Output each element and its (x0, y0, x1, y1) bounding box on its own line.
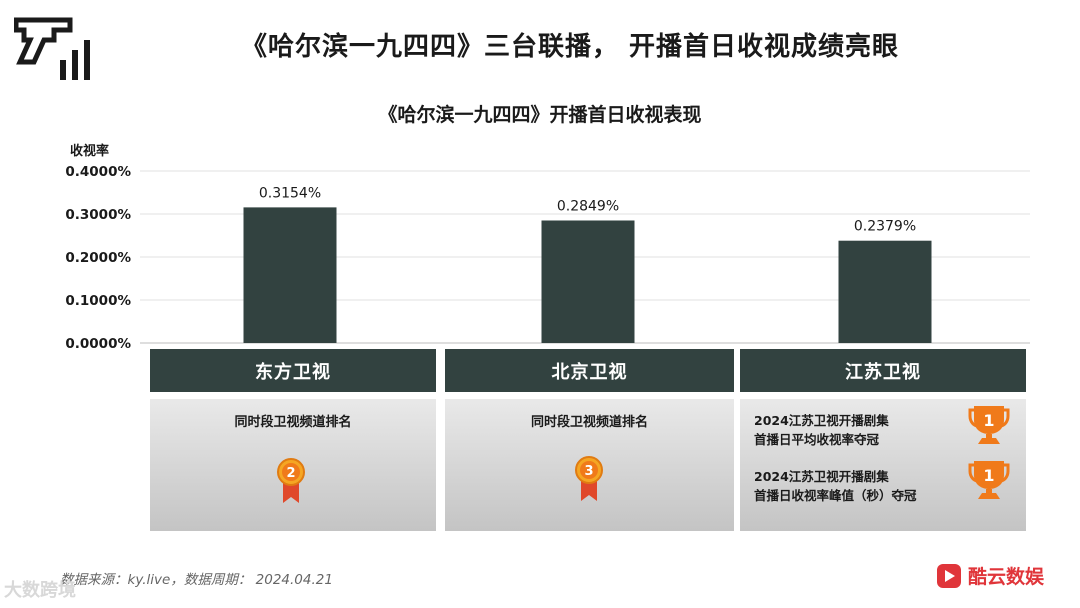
bar-3 (838, 240, 932, 343)
y-tick-label: 0.1000% (65, 293, 131, 309)
medal-icon: 3 (575, 456, 603, 501)
category-header-beijing: 北京卫视 (445, 349, 734, 392)
award-2-line2: 首播日收视率峰值（秒）夺冠 (754, 488, 917, 503)
medal-rank: 2 (286, 466, 295, 481)
chart-title: 《哈尔滨一九四四》开播首日收视表现 (378, 104, 702, 126)
medal-rank: 3 (584, 464, 593, 479)
medal-icon: 2 (277, 458, 305, 503)
ranking-label: 同时段卫视频道排名 (234, 415, 352, 430)
award-2-line1: 2024江苏卫视开播剧集 (754, 469, 889, 484)
category-header-jiangsu: 江苏卫视 (740, 349, 1026, 392)
data-label: 0.2379% (854, 219, 916, 235)
data-label: 0.3154% (259, 185, 321, 201)
award-1-line2: 首播日平均收视率夺冠 (754, 432, 880, 447)
brand-name: 酷云数娱 (968, 566, 1045, 588)
bar-chart: 0.4000% 0.3000% 0.2000% 0.1000% 0.0000% 0.315… (65, 164, 1030, 350)
trophy-rank: 1 (983, 466, 994, 485)
bar-2 (541, 220, 635, 343)
brand-logo-icon (14, 17, 90, 80)
ranking-panel-dongfang: 同时段卫视频道排名 2 (150, 399, 436, 531)
category-header-dongfang: 东方卫视 (150, 349, 436, 392)
data-source-note: 数据来源：ky.live，数据周期： 2024.04.21 (60, 572, 333, 588)
kuyun-logo-icon (937, 563, 961, 588)
trophy-icon: 1 (968, 406, 1010, 444)
y-axis-label: 收视率 (70, 144, 110, 159)
y-tick-label: 0.2000% (65, 250, 131, 266)
y-tick-label: 0.4000% (65, 164, 131, 180)
y-tick-label: 0.0000% (65, 336, 131, 350)
bar-1 (243, 207, 337, 343)
ranking-panel-beijing: 同时段卫视频道排名 3 (445, 399, 734, 531)
y-tick-label: 0.3000% (65, 207, 131, 223)
watermark: 大数跨境 (4, 580, 76, 601)
data-label: 0.2849% (557, 198, 619, 214)
brand-mark: 酷云数娱 (936, 562, 1044, 589)
trophy-icon: 1 (968, 461, 1010, 499)
award-1-line1: 2024江苏卫视开播剧集 (754, 413, 889, 428)
trophy-rank: 1 (983, 411, 994, 430)
ranking-label: 同时段卫视频道排名 (530, 415, 648, 430)
page-title: 《哈尔滨一九四四》三台联播， 开播首日收视成绩亮眼 (240, 32, 900, 62)
awards-panel-jiangsu: 2024江苏卫视开播剧集 首播日平均收视率夺冠 1 2024江苏卫视开播剧集 首… (740, 399, 1026, 531)
